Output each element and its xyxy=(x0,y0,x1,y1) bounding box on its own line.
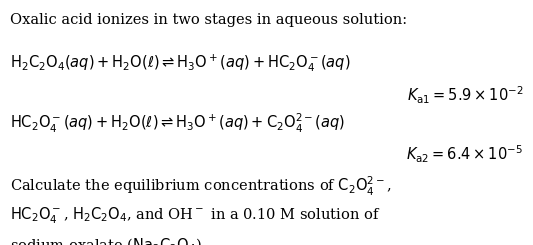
Text: sodium oxalate ($\mathrm{Na_2C_2O_4}$).: sodium oxalate ($\mathrm{Na_2C_2O_4}$). xyxy=(10,236,206,245)
Text: Oxalic acid ionizes in two stages in aqueous solution:: Oxalic acid ionizes in two stages in aqu… xyxy=(10,13,407,27)
Text: $K_{\mathrm{a1}} = 5.9 \times 10^{-2}$: $K_{\mathrm{a1}} = 5.9 \times 10^{-2}$ xyxy=(407,85,523,106)
Text: $\mathrm{HC_2O_4^-}$, $\mathrm{H_2C_2O_4}$, and OH$^-$ in a 0.10 M solution of: $\mathrm{HC_2O_4^-}$, $\mathrm{H_2C_2O_4… xyxy=(10,206,380,226)
Text: $\mathrm{H_2C_2O_4}(aq) + \mathrm{H_2O}(\ell) \rightleftharpoons \mathrm{H_3O^+}: $\mathrm{H_2C_2O_4}(aq) + \mathrm{H_2O}(… xyxy=(10,53,350,74)
Text: Calculate the equilibrium concentrations of $\mathrm{C_2O_4^{2-}}$,: Calculate the equilibrium concentrations… xyxy=(10,175,391,198)
Text: $K_{\mathrm{a2}} = 6.4 \times 10^{-5}$: $K_{\mathrm{a2}} = 6.4 \times 10^{-5}$ xyxy=(407,143,523,165)
Text: $\mathrm{HC_2O_4^-}(aq) + \mathrm{H_2O}(\ell) \rightleftharpoons \mathrm{H_3O^+}: $\mathrm{HC_2O_4^-}(aq) + \mathrm{H_2O}(… xyxy=(10,111,344,135)
